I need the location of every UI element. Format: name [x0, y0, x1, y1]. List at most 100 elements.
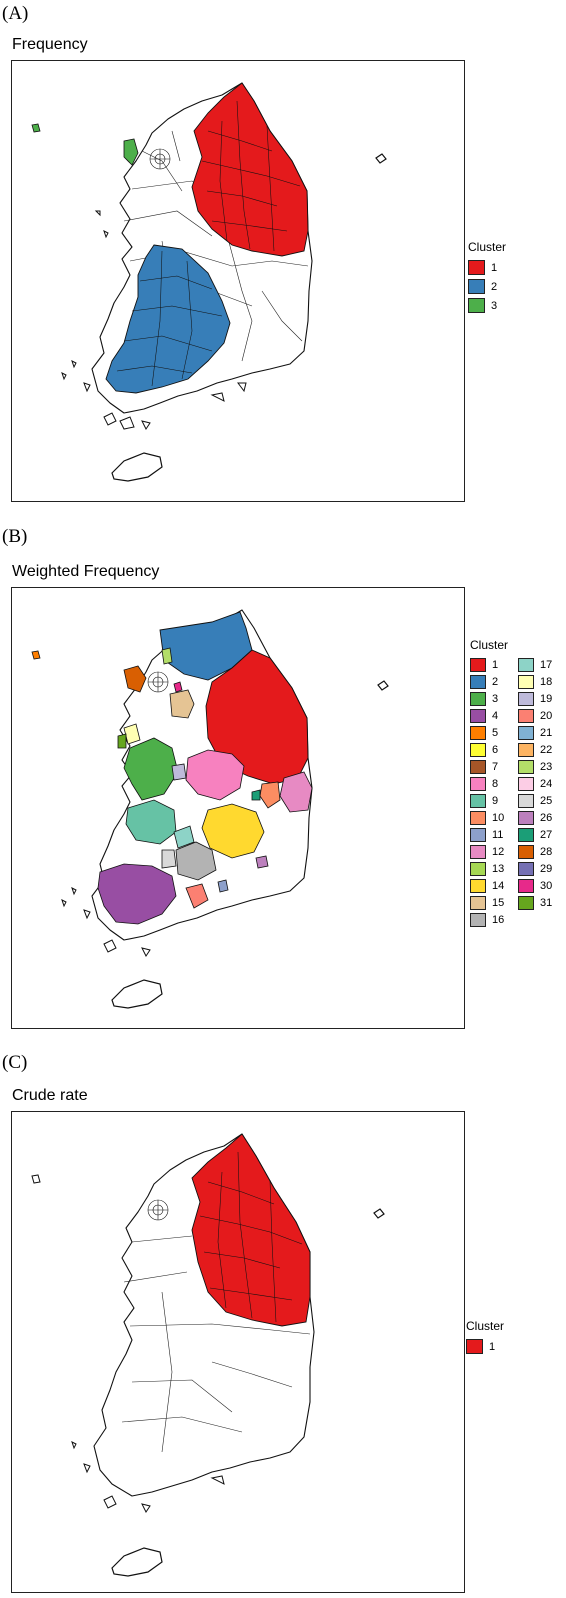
cluster-5-islet: [31, 650, 41, 660]
cluster-23-region: [161, 647, 173, 665]
coastal-islands: [31, 1174, 225, 1513]
legend-item-cluster-15: 15: [470, 894, 518, 911]
legend-label: 9: [492, 794, 499, 807]
legend-swatch: [518, 878, 534, 893]
legend-label: 23: [540, 760, 553, 773]
panel-c-map-frame: [11, 1111, 465, 1593]
legend-label: 29: [540, 862, 553, 875]
legend-item-cluster-4: 4: [470, 707, 518, 724]
legend-swatch: [470, 810, 486, 825]
cluster-8-region: [185, 749, 245, 801]
legend-item-cluster-5: 5: [470, 724, 518, 741]
legend-label: 27: [540, 828, 553, 841]
cluster-9-region: [125, 799, 177, 845]
legend-label: 28: [540, 845, 553, 858]
cluster-14-region: [201, 803, 265, 859]
cluster-3-region: [123, 138, 139, 166]
legend-swatch: [470, 776, 486, 791]
legend-label: 11: [492, 828, 504, 841]
panel-c-title: Crude rate: [12, 1087, 88, 1104]
cluster-2-region: [105, 244, 231, 394]
legend-label: 25: [540, 794, 553, 807]
seoul-dense-districts: [147, 671, 169, 693]
legend-swatch: [470, 827, 486, 842]
legend-swatch: [518, 895, 534, 910]
cluster-19-region: [171, 763, 187, 781]
panel-b-legend: Cluster 1 2 3 4 5 6 7 8 9 10 11 12 13 14 15 16 17 18 19 20…: [470, 638, 566, 928]
legend-swatch: [470, 708, 486, 723]
jeju-island: [111, 979, 163, 1009]
legend-label: 4: [492, 709, 499, 722]
ulleung-island: [373, 1208, 385, 1219]
legend-item-cluster-6: 6: [470, 741, 518, 758]
legend-swatch: [518, 861, 534, 876]
legend-item-cluster-1: 1: [470, 656, 518, 673]
legend-label: 3: [491, 299, 498, 312]
legend-item-cluster-27: 27: [518, 826, 566, 843]
cluster-1-region: [205, 649, 309, 785]
legend-swatch: [466, 1339, 483, 1354]
legend-item-cluster-13: 13: [470, 860, 518, 877]
legend-item-cluster-3: 3: [468, 296, 506, 315]
legend-item-cluster-21: 21: [518, 724, 566, 741]
legend-label: 1: [492, 658, 499, 671]
legend-item-cluster-16: 16: [470, 911, 518, 928]
legend-item-cluster-2: 2: [470, 673, 518, 690]
legend-item-cluster-10: 10: [470, 809, 518, 826]
cluster-1-borders: [201, 100, 301, 252]
legend-swatch: [470, 657, 486, 672]
legend-item-cluster-25: 25: [518, 792, 566, 809]
legend-label: 31: [540, 896, 553, 909]
legend-item-cluster-24: 24: [518, 775, 566, 792]
cluster-20-region: [185, 883, 209, 909]
panel-c-tag: (C): [2, 1052, 28, 1073]
legend-item-cluster-18: 18: [518, 673, 566, 690]
legend-label: 21: [540, 726, 553, 739]
legend-label: 1: [489, 1340, 496, 1353]
cluster-3-islet: [31, 123, 41, 133]
cluster-2-borders: [116, 250, 223, 387]
panel-a-legend: Cluster 1 2 3: [468, 240, 506, 315]
legend-swatch: [518, 742, 534, 757]
panel-a-tag: (A): [2, 3, 29, 24]
legend-swatch: [518, 708, 534, 723]
cluster-12-region: [279, 771, 313, 813]
cluster-26-region: [255, 855, 269, 869]
legend-title: Cluster: [470, 638, 509, 652]
legend-swatch: [518, 827, 534, 842]
legend-label: 5: [492, 726, 499, 739]
panel-b-tag: (B): [2, 526, 28, 547]
legend-swatch: [470, 861, 486, 876]
coastal-islands: [61, 210, 247, 430]
cluster-1-region: [191, 82, 309, 257]
legend-item-cluster-1: 1: [468, 258, 506, 277]
coastal-islands: [61, 887, 151, 957]
legend-label: 7: [492, 760, 499, 773]
cluster-4-region: [97, 863, 177, 925]
legend-label: 18: [540, 675, 553, 688]
legend-swatch: [518, 810, 534, 825]
cluster-27-region: [251, 789, 261, 801]
legend-label: 12: [492, 845, 505, 858]
legend-swatch: [470, 912, 486, 927]
cluster-28-region: [123, 665, 147, 693]
legend-label: 26: [540, 811, 553, 824]
legend-swatch: [470, 725, 486, 740]
legend-swatch: [518, 725, 534, 740]
panel-c-legend: Cluster 1: [466, 1319, 504, 1356]
legend-label: 13: [492, 862, 505, 875]
panel-a-title: Frequency: [12, 36, 88, 53]
legend-item-cluster-1: 1: [466, 1337, 504, 1356]
panel-a-map: [31, 82, 387, 482]
legend-label: 14: [492, 879, 505, 892]
seoul-dense-districts: [149, 148, 171, 170]
ulleung-island: [377, 680, 389, 691]
panel-c-map: [31, 1133, 385, 1577]
cluster-1-borders: [199, 1151, 303, 1323]
legend-label: 15: [492, 896, 505, 909]
legend-label: 22: [540, 743, 553, 756]
legend-label: 2: [491, 280, 498, 293]
cluster-25-region: [161, 849, 177, 869]
legend-swatch: [518, 793, 534, 808]
legend-swatch: [470, 759, 486, 774]
